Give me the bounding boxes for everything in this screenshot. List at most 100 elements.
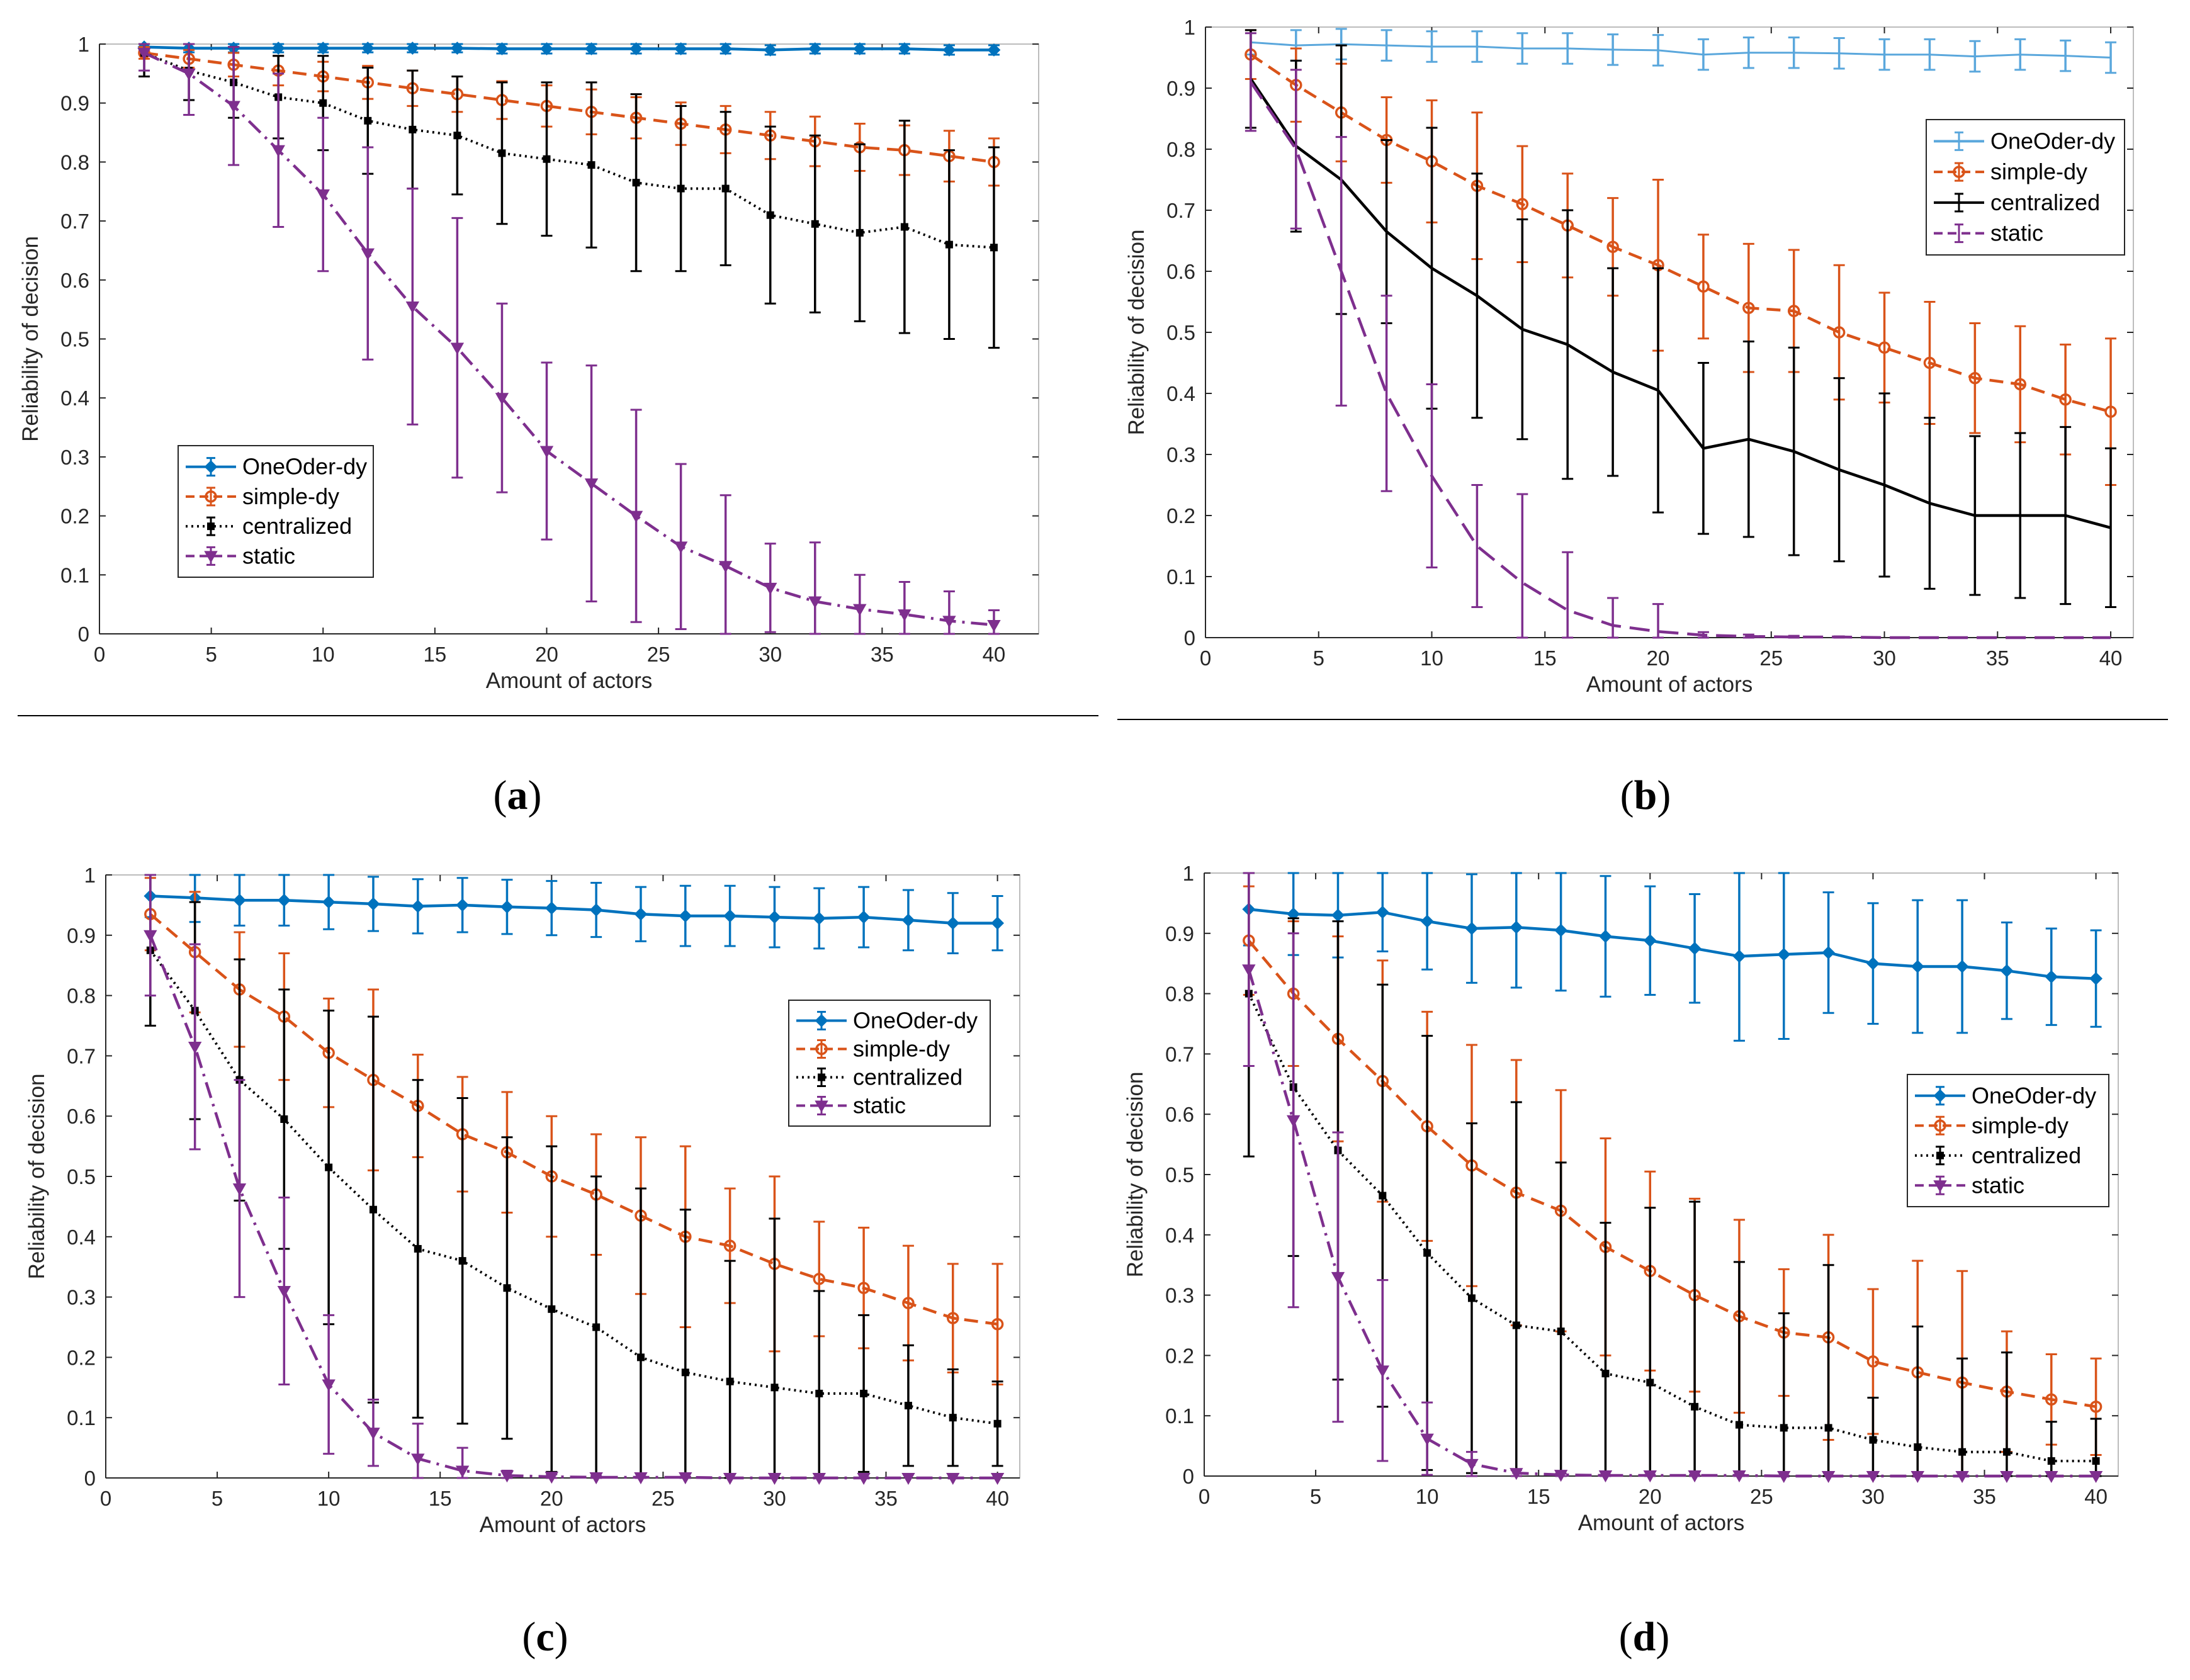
y-tick-label: 0.1 bbox=[60, 563, 89, 587]
y-tick-label: 0.5 bbox=[1166, 321, 1195, 344]
caption-letter: b bbox=[1634, 772, 1657, 818]
data-point bbox=[1286, 1115, 1301, 1127]
x-tick-label: 5 bbox=[212, 1487, 223, 1510]
data-point bbox=[1688, 1470, 1702, 1483]
x-tick-label: 0 bbox=[94, 643, 105, 666]
data-point bbox=[946, 1473, 960, 1486]
x-tick-label: 25 bbox=[647, 643, 670, 666]
x-tick-label: 40 bbox=[2099, 646, 2123, 670]
data-point bbox=[271, 42, 285, 55]
caption-letter: d bbox=[1633, 1614, 1656, 1660]
data-point bbox=[860, 1389, 868, 1397]
data-point bbox=[768, 910, 781, 924]
x-tick-label: 30 bbox=[763, 1487, 786, 1510]
data-point bbox=[679, 1472, 692, 1485]
legend-marker bbox=[815, 1042, 828, 1056]
data-point bbox=[1735, 1421, 1743, 1429]
x-tick-label: 0 bbox=[100, 1487, 111, 1510]
data-point bbox=[411, 1453, 425, 1466]
data-point bbox=[770, 1384, 779, 1392]
x-tick-label: 35 bbox=[1986, 646, 2009, 670]
plot-area bbox=[1205, 26, 2134, 638]
y-tick-label: 0.3 bbox=[1166, 443, 1195, 466]
y-tick-label: 0.9 bbox=[60, 92, 89, 115]
data-point bbox=[813, 1273, 826, 1285]
data-point bbox=[319, 99, 327, 107]
y-tick-label: 0.9 bbox=[67, 924, 96, 947]
x-axis-label: Amount of actors bbox=[480, 1513, 646, 1537]
caption-paren: ( bbox=[494, 772, 507, 818]
data-point bbox=[455, 1465, 470, 1478]
panel-caption: (c) bbox=[522, 1614, 568, 1660]
data-point bbox=[361, 248, 375, 261]
data-point bbox=[766, 211, 774, 219]
caption-paren: ( bbox=[522, 1614, 536, 1660]
data-point bbox=[405, 301, 420, 314]
data-point bbox=[629, 510, 643, 523]
data-point bbox=[1866, 1355, 1880, 1368]
legend: OneOder-dy simple-dy centralized static bbox=[1926, 119, 2125, 256]
data-point bbox=[277, 1286, 291, 1299]
series-line bbox=[1247, 993, 2096, 1463]
data-point bbox=[1866, 1471, 1880, 1484]
data-point bbox=[2045, 970, 2058, 984]
series-line bbox=[149, 913, 998, 1326]
x-tick-label: 40 bbox=[983, 643, 1006, 666]
data-point bbox=[1732, 1470, 1746, 1483]
caption-paren: ) bbox=[555, 1614, 568, 1660]
y-tick-label: 0.1 bbox=[67, 1406, 96, 1429]
x-tick-label: 35 bbox=[874, 1487, 898, 1510]
legend-label: static bbox=[242, 543, 295, 568]
chart-panel-a: 0 5 10 15 20 25 30 35 40 0 0.1 0.2 0.3 0.4 0.5 0.6 0.7 0.… bbox=[18, 33, 1039, 693]
data-point bbox=[636, 1353, 645, 1361]
x-tick-label: 10 bbox=[317, 1487, 341, 1510]
data-point bbox=[1375, 1365, 1390, 1378]
x-tick-label: 20 bbox=[540, 1487, 563, 1510]
data-point bbox=[1777, 1471, 1791, 1484]
data-point bbox=[584, 478, 599, 491]
y-tick-label: 0.9 bbox=[1166, 77, 1195, 100]
legend-marker bbox=[207, 522, 215, 531]
data-point bbox=[855, 228, 864, 237]
data-point bbox=[233, 893, 246, 907]
data-point bbox=[1510, 920, 1523, 934]
x-axis-label: Amount of actors bbox=[1586, 672, 1753, 697]
data-point bbox=[987, 43, 1001, 57]
legend-label: OneOder-dy bbox=[242, 454, 367, 480]
data-point bbox=[898, 609, 912, 622]
caption-letter: c bbox=[536, 1614, 554, 1660]
data-point bbox=[2059, 393, 2072, 406]
data-point bbox=[2000, 1471, 2014, 1484]
legend-marker bbox=[1934, 1119, 1946, 1132]
caption-paren: ( bbox=[1620, 772, 1634, 818]
y-tick-label: 0.6 bbox=[1165, 1103, 1194, 1126]
data-point bbox=[503, 1284, 511, 1292]
x-tick-label: 5 bbox=[1313, 646, 1324, 670]
x-tick-label: 15 bbox=[1527, 1485, 1550, 1508]
y-tick-label: 1 bbox=[84, 864, 96, 887]
data-point bbox=[1968, 372, 1982, 385]
panel-caption: (a) bbox=[494, 772, 542, 818]
x-tick-label: 40 bbox=[986, 1487, 1009, 1510]
data-point bbox=[904, 1402, 912, 1410]
series-line bbox=[150, 894, 998, 925]
data-point bbox=[1697, 280, 1710, 293]
data-point bbox=[1732, 949, 1746, 963]
data-point bbox=[991, 916, 1004, 930]
series-line bbox=[1248, 908, 2096, 980]
data-point bbox=[1914, 1443, 1922, 1452]
series-line bbox=[144, 45, 994, 52]
data-point bbox=[949, 1414, 957, 1422]
series-line bbox=[144, 52, 995, 627]
legend-marker bbox=[1953, 166, 1965, 178]
legend-label: simple-dy bbox=[853, 1036, 950, 1062]
data-point bbox=[2002, 1448, 2011, 1456]
y-tick-label: 0.8 bbox=[1166, 138, 1195, 161]
data-point bbox=[1955, 960, 1969, 973]
legend-marker bbox=[815, 1100, 828, 1113]
x-tick-label: 25 bbox=[652, 1487, 675, 1510]
x-tick-label: 20 bbox=[1647, 646, 1670, 670]
x-tick-label: 25 bbox=[1759, 646, 1783, 670]
data-point bbox=[947, 1312, 959, 1324]
